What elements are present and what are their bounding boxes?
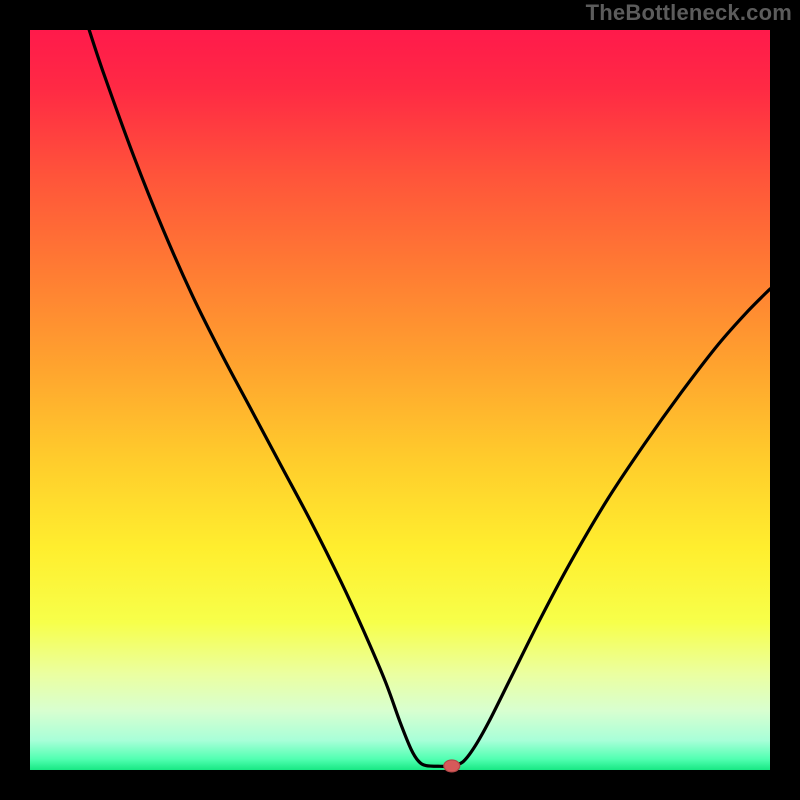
watermark-text: TheBottleneck.com bbox=[586, 0, 792, 26]
optimal-point-marker bbox=[444, 760, 460, 772]
bottleneck-chart bbox=[0, 0, 800, 800]
chart-gradient-background bbox=[30, 30, 770, 770]
chart-container: TheBottleneck.com bbox=[0, 0, 800, 800]
